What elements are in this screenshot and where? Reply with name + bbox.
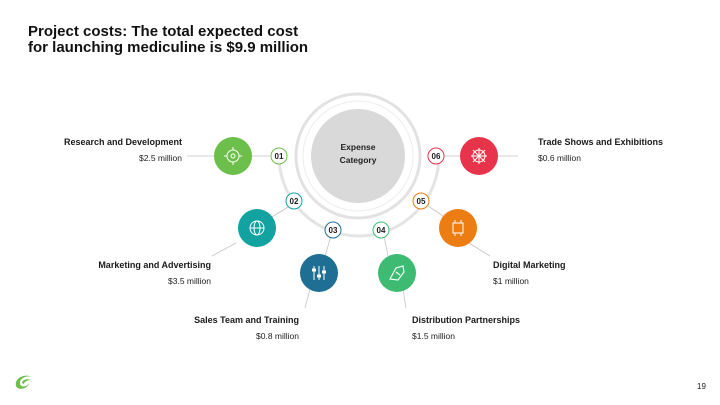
category-amount-04: $1.5 million bbox=[412, 331, 455, 341]
badge-04-text: 04 bbox=[377, 226, 386, 235]
badge-03: 03 bbox=[324, 221, 342, 239]
title-line-1: Project costs: The total expected cost bbox=[28, 23, 299, 40]
center-label-line-1: Expense bbox=[340, 142, 376, 152]
handshake-icon bbox=[389, 265, 405, 281]
badge-01: 01 bbox=[270, 147, 288, 165]
connector-lines bbox=[187, 155, 518, 309]
badge-03-text: 03 bbox=[329, 226, 338, 235]
category-name-02: Marketing and Advertising bbox=[98, 260, 211, 270]
page-title: Project costs: The total expected cost f… bbox=[28, 24, 388, 56]
badge-01-text: 01 bbox=[275, 152, 284, 161]
category-name-01: Research and Development bbox=[63, 137, 182, 147]
category-name-06: Trade Shows and Exhibitions bbox=[538, 137, 664, 147]
outer-arc bbox=[277, 155, 441, 238]
badge-06: 06 bbox=[427, 147, 445, 165]
title-line-2: for launching mediculine is $9.9 million bbox=[28, 39, 309, 56]
category-name-05: Digital Marketing bbox=[493, 260, 566, 270]
sliders-icon bbox=[312, 266, 326, 280]
presentation-icon bbox=[471, 148, 487, 164]
category-name-04: Distribution Partnerships bbox=[412, 315, 521, 325]
badge-04: 04 bbox=[372, 221, 390, 239]
category-amount-01: $2.5 million bbox=[139, 153, 182, 163]
center-label-line-2: Category bbox=[339, 155, 377, 165]
category-circle-02 bbox=[238, 209, 276, 247]
company-logo bbox=[15, 375, 33, 389]
category-circle-06 bbox=[460, 137, 498, 175]
chip-icon bbox=[452, 220, 464, 236]
badge-06-text: 06 bbox=[432, 152, 441, 161]
category-circle-01 bbox=[214, 137, 252, 175]
center-disc bbox=[311, 109, 405, 203]
badge-02-text: 02 bbox=[290, 197, 299, 206]
category-circle-03 bbox=[300, 254, 338, 292]
category-amount-03: $0.8 million bbox=[256, 331, 299, 341]
category-amount-02: $3.5 million bbox=[168, 276, 211, 286]
research-icon bbox=[224, 147, 242, 165]
category-amount-06: $0.6 million bbox=[538, 153, 581, 163]
category-circle-05 bbox=[439, 209, 477, 247]
badge-05: 05 bbox=[412, 192, 430, 210]
page-number: 19 bbox=[697, 382, 706, 391]
globe-icon bbox=[249, 220, 265, 236]
center-label: Expense Category bbox=[330, 141, 386, 167]
category-circle-04 bbox=[378, 254, 416, 292]
category-amount-05: $1 million bbox=[493, 276, 529, 286]
badge-05-text: 05 bbox=[417, 197, 426, 206]
badge-02: 02 bbox=[285, 192, 303, 210]
category-name-03: Sales Team and Training bbox=[194, 315, 299, 325]
